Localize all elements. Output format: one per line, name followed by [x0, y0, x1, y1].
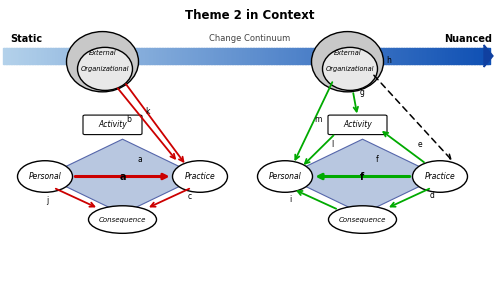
Ellipse shape [66, 32, 138, 92]
Ellipse shape [322, 47, 378, 90]
Text: Consequence: Consequence [99, 217, 146, 222]
Ellipse shape [78, 47, 132, 90]
Text: j: j [46, 196, 48, 205]
FancyBboxPatch shape [83, 115, 142, 135]
Text: f: f [376, 155, 379, 164]
Text: Practice: Practice [424, 172, 456, 181]
Text: Theme 2 in Context: Theme 2 in Context [185, 9, 315, 22]
FancyArrow shape [484, 45, 493, 67]
Text: f: f [360, 172, 364, 181]
Text: a: a [138, 155, 142, 164]
Polygon shape [285, 139, 440, 214]
Text: b: b [126, 115, 130, 124]
Text: Consequence: Consequence [339, 217, 386, 222]
Ellipse shape [312, 32, 384, 92]
Text: k: k [146, 107, 150, 116]
Ellipse shape [172, 161, 228, 192]
Polygon shape [45, 139, 200, 214]
Text: Activity: Activity [98, 120, 127, 129]
Ellipse shape [18, 161, 72, 192]
Ellipse shape [258, 161, 312, 192]
Text: Activity: Activity [343, 120, 372, 129]
Ellipse shape [88, 206, 156, 233]
Text: Organizational: Organizational [326, 66, 374, 72]
Ellipse shape [328, 206, 396, 233]
Text: c: c [188, 192, 192, 201]
Text: e: e [418, 140, 422, 150]
Text: d: d [430, 191, 435, 200]
Text: Static: Static [10, 34, 42, 44]
Text: a: a [120, 172, 126, 181]
Text: Personal: Personal [268, 172, 302, 181]
Text: External: External [334, 50, 361, 56]
Text: Change Continuum: Change Continuum [210, 34, 290, 43]
Text: Personal: Personal [28, 172, 62, 181]
Text: Organizational: Organizational [81, 66, 129, 72]
Text: h: h [386, 56, 391, 65]
Text: Practice: Practice [184, 172, 216, 181]
Text: i: i [289, 195, 291, 204]
Text: External: External [88, 50, 117, 56]
Text: Nuanced: Nuanced [444, 34, 492, 44]
FancyBboxPatch shape [328, 115, 387, 135]
Text: m: m [314, 115, 321, 124]
Text: g: g [360, 88, 365, 97]
Ellipse shape [412, 161, 468, 192]
Text: l: l [332, 140, 334, 150]
